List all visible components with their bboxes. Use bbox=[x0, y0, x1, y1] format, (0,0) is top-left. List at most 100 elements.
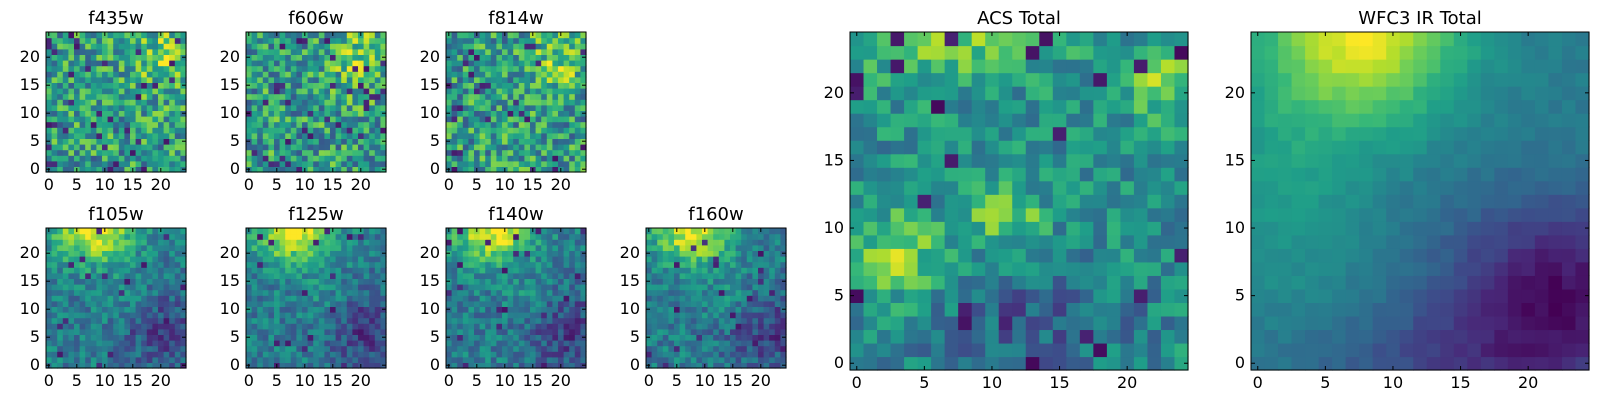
heatmap-cell bbox=[302, 284, 309, 291]
heatmap-cell bbox=[518, 312, 525, 319]
heatmap-cell bbox=[152, 278, 159, 285]
heatmap-cell bbox=[462, 155, 469, 162]
heatmap-cell bbox=[158, 233, 165, 240]
heatmap-cell bbox=[174, 267, 181, 274]
heatmap-cell bbox=[462, 54, 469, 61]
heatmap-cell bbox=[1106, 275, 1121, 290]
heatmap-cell bbox=[507, 345, 514, 352]
heatmap-cell bbox=[752, 228, 759, 235]
heatmap-cell bbox=[863, 342, 878, 358]
heatmap-cell bbox=[90, 278, 97, 285]
heatmap-cell bbox=[369, 37, 376, 44]
heatmap-cell bbox=[685, 345, 692, 352]
heatmap-cell bbox=[262, 127, 269, 134]
heatmap-cell bbox=[485, 300, 492, 307]
heatmap-cell bbox=[563, 116, 570, 123]
heatmap-cell bbox=[107, 351, 114, 358]
heatmap-cell bbox=[169, 138, 176, 145]
heatmap-cell bbox=[124, 138, 131, 145]
heatmap-cell bbox=[574, 351, 581, 358]
heatmap-cell bbox=[174, 48, 181, 55]
heatmap-cell bbox=[496, 71, 503, 78]
heatmap-cell bbox=[374, 43, 381, 50]
heatmap-cell bbox=[574, 345, 581, 352]
heatmap-cell bbox=[479, 160, 486, 167]
heatmap-cell bbox=[530, 261, 537, 268]
heatmap-cell bbox=[302, 88, 309, 95]
heatmap-cell bbox=[90, 160, 97, 167]
heatmap-cell bbox=[518, 93, 525, 100]
heatmap-cell bbox=[346, 132, 353, 139]
heatmap-cell bbox=[1052, 261, 1067, 276]
heatmap-cell bbox=[90, 60, 97, 67]
heatmap-cell bbox=[685, 312, 692, 319]
heatmap-cell bbox=[341, 306, 348, 313]
heatmap-cell bbox=[546, 160, 553, 167]
heatmap-cell bbox=[57, 233, 64, 240]
heatmap-cell bbox=[363, 345, 370, 352]
heatmap-cell bbox=[507, 76, 514, 83]
heatmap-cell bbox=[530, 65, 537, 72]
heatmap-cell bbox=[741, 362, 748, 369]
heatmap-cell bbox=[685, 306, 692, 313]
heatmap-cell bbox=[535, 272, 542, 279]
heatmap-cell bbox=[335, 88, 342, 95]
heatmap-cell bbox=[958, 153, 973, 168]
heatmap-cell bbox=[1147, 356, 1162, 371]
heatmap-cell bbox=[758, 239, 765, 246]
heatmap-cell bbox=[507, 362, 514, 369]
heatmap-cell bbox=[702, 250, 709, 257]
heatmap-cell bbox=[507, 323, 514, 330]
y-tick-label: 15 bbox=[220, 75, 240, 94]
heatmap-cell bbox=[62, 289, 69, 296]
heatmap-cell bbox=[1025, 288, 1040, 303]
heatmap-cell bbox=[107, 261, 114, 268]
heatmap-cell bbox=[57, 356, 64, 363]
heatmap-cell bbox=[268, 149, 275, 156]
heatmap-cell bbox=[369, 362, 376, 369]
heatmap-cell bbox=[541, 295, 548, 302]
heatmap-cell bbox=[446, 312, 453, 319]
heatmap-cell bbox=[107, 295, 114, 302]
heatmap-cell bbox=[971, 288, 986, 303]
heatmap-cell bbox=[363, 160, 370, 167]
heatmap-cell bbox=[758, 295, 765, 302]
heatmap-cell bbox=[485, 295, 492, 302]
heatmap-cell bbox=[358, 160, 365, 167]
heatmap-cell bbox=[358, 356, 365, 363]
heatmap-cell bbox=[558, 116, 565, 123]
heatmap-cell bbox=[646, 323, 653, 330]
heatmap-cell bbox=[169, 65, 176, 72]
heatmap-cell bbox=[335, 54, 342, 61]
heatmap-cell bbox=[541, 289, 548, 296]
heatmap-cell bbox=[158, 104, 165, 111]
heatmap-cell bbox=[285, 48, 292, 55]
heatmap-cell bbox=[102, 317, 109, 324]
heatmap-cell bbox=[746, 323, 753, 330]
heatmap-cell bbox=[90, 239, 97, 246]
heatmap-cell bbox=[863, 261, 878, 276]
heatmap-cell bbox=[563, 82, 570, 89]
heatmap-cell bbox=[685, 295, 692, 302]
heatmap-cell bbox=[130, 289, 137, 296]
heatmap-cell bbox=[90, 127, 97, 134]
heatmap-cell bbox=[558, 127, 565, 134]
heatmap-cell bbox=[369, 144, 376, 151]
heatmap-cell bbox=[485, 121, 492, 128]
heatmap-cell bbox=[535, 71, 542, 78]
heatmap-cell bbox=[468, 312, 475, 319]
heatmap-cell bbox=[574, 272, 581, 279]
heatmap-cell bbox=[374, 149, 381, 156]
heatmap-cell bbox=[251, 306, 258, 313]
heatmap-cell bbox=[146, 37, 153, 44]
heatmap-cell bbox=[96, 328, 103, 335]
heatmap-cell bbox=[318, 261, 325, 268]
heatmap-cell bbox=[102, 284, 109, 291]
heatmap-cell bbox=[496, 228, 503, 235]
heatmap-cell bbox=[335, 149, 342, 156]
heatmap-cell bbox=[513, 233, 520, 240]
heatmap-cell bbox=[730, 334, 737, 341]
heatmap-cell bbox=[262, 244, 269, 251]
heatmap-cell bbox=[998, 248, 1013, 263]
heatmap-cell bbox=[79, 104, 86, 111]
